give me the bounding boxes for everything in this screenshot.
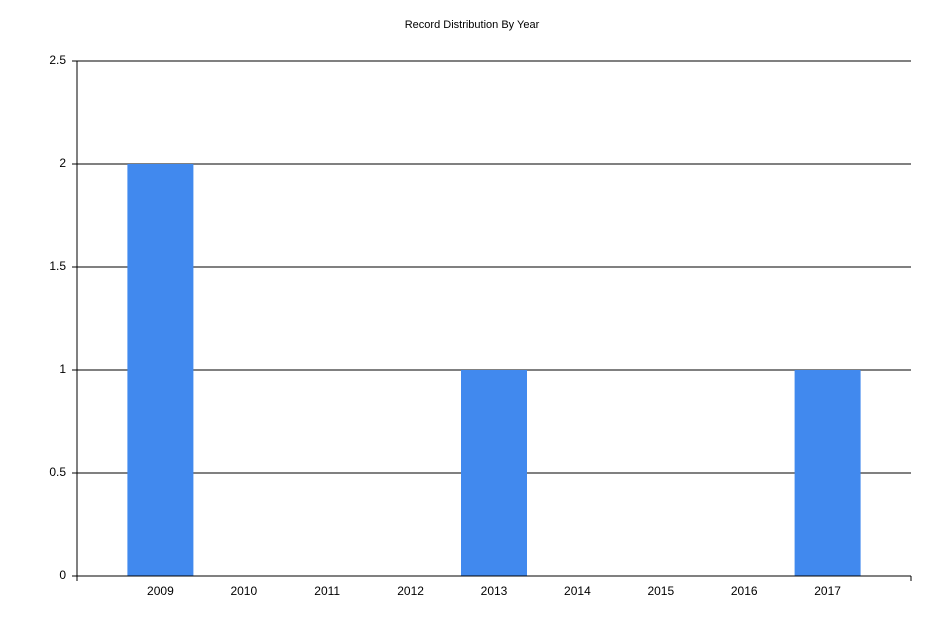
x-tick-label: 2009 [147, 584, 174, 598]
x-tick-label: 2017 [814, 584, 841, 598]
x-tick-label: 2014 [564, 584, 591, 598]
x-tick-label: 2010 [230, 584, 257, 598]
x-tick-label: 2016 [731, 584, 758, 598]
y-tick-label: 2 [59, 156, 66, 170]
x-tick-label: 2012 [397, 584, 424, 598]
y-tick-label: 0.5 [49, 465, 66, 479]
x-tick-label: 2013 [481, 584, 508, 598]
bar [127, 164, 194, 576]
y-tick-label: 1 [59, 362, 66, 376]
y-tick-label: 0 [59, 568, 66, 582]
bar [461, 370, 527, 576]
y-tick-label: 2.5 [49, 53, 66, 67]
y-tick-label: 1.5 [49, 259, 66, 273]
bar [794, 370, 861, 576]
x-tick-label: 2011 [314, 584, 340, 598]
chart-title: Record Distribution By Year [405, 19, 540, 31]
x-tick-label: 2015 [647, 584, 674, 598]
